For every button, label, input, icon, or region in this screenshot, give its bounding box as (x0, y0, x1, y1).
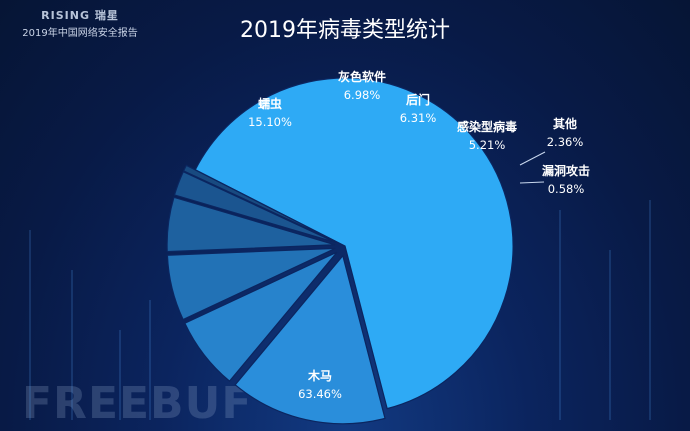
slice-name-label: 漏洞攻击 (542, 163, 590, 178)
slice-value-label: 63.46% (298, 387, 342, 401)
pie-slice (194, 77, 514, 410)
slice-name-label: 后门 (406, 92, 430, 107)
pie-slice (234, 254, 386, 425)
pie-slices (166, 77, 514, 425)
slice-name-label: 木马 (307, 368, 332, 383)
slice-name-label: 灰色软件 (338, 69, 386, 84)
slice-name-label: 感染型病毒 (457, 119, 517, 134)
pie-slice (166, 247, 336, 321)
slice-value-label: 0.58% (548, 182, 585, 196)
pie-slice (182, 164, 337, 243)
chart-title: 2019年病毒类型统计 (240, 18, 450, 43)
brand-logo: RISING 瑞星 (0, 4, 160, 23)
slice-value-label: 15.10% (248, 115, 292, 129)
pie-slice (166, 196, 336, 253)
report-name: 2019年中国网络安全报告 (22, 28, 138, 39)
pie-slice (184, 251, 338, 382)
slice-value-label: 5.21% (469, 138, 506, 152)
slice-value-label: 6.98% (344, 88, 381, 102)
pie-slice (173, 170, 336, 244)
leader-line (519, 151, 546, 166)
logo-text: RISING 瑞星 (41, 9, 119, 22)
background-light-streaks (29, 200, 651, 420)
leader-line (519, 181, 545, 184)
slice-value-label: 6.31% (400, 111, 437, 125)
slice-value-label: 2.36% (547, 135, 584, 149)
slice-name-label: 其他 (553, 116, 577, 131)
watermark: FREEBUF (22, 378, 253, 429)
slice-name-label: 蠕虫 (258, 96, 282, 111)
slice-labels: 木马 63.46% 蠕虫 15.10% 灰色软件 6.98% 后门 6.31% 感染型病毒 5.2… (248, 69, 590, 401)
